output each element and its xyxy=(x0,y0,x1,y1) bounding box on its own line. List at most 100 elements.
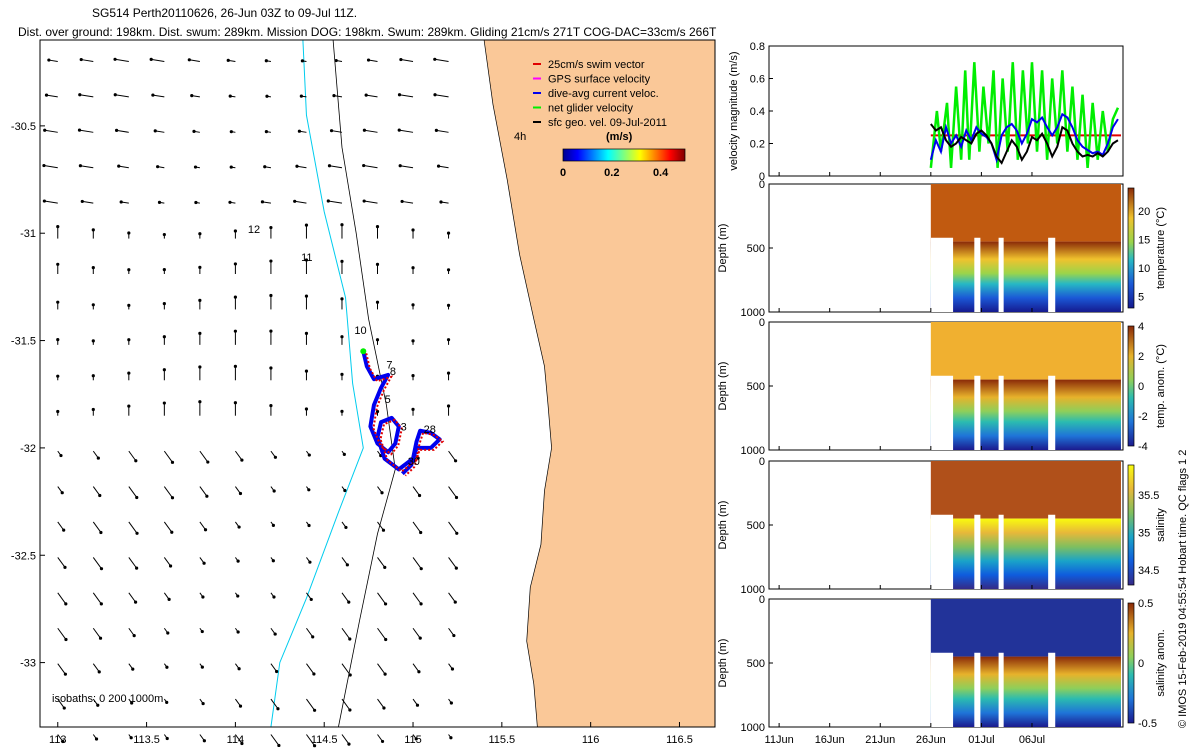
current-arrow-head xyxy=(366,58,371,62)
current-arrow xyxy=(115,94,129,98)
current-arrow-head xyxy=(418,636,422,640)
x-tick-label: 116.5 xyxy=(666,734,693,746)
current-arrow-head xyxy=(91,266,95,270)
current-arrow-head xyxy=(60,491,64,495)
current-arrow xyxy=(234,734,243,744)
current-arrow xyxy=(294,200,307,204)
section-lower-band xyxy=(930,379,1121,450)
current-arrow-head xyxy=(326,199,330,203)
current-arrow xyxy=(79,94,94,98)
current-arrow xyxy=(151,58,165,62)
current-arrow-head xyxy=(309,597,313,602)
current-arrow xyxy=(82,200,94,204)
current-arrow xyxy=(92,592,102,605)
section-colorbar-tick-label: 35.5 xyxy=(1138,490,1159,502)
current-arrow xyxy=(341,663,351,676)
current-arrow xyxy=(128,557,138,569)
section-colorbar-tick-label: 4 xyxy=(1138,321,1144,333)
velocity-series-line xyxy=(929,112,1119,164)
section-colorbar-tick-label: 10 xyxy=(1138,263,1150,275)
current-arrow-head xyxy=(233,364,237,368)
current-arrow-head xyxy=(312,672,316,676)
current-arrow-head xyxy=(113,93,117,97)
current-arrow-head xyxy=(236,559,240,563)
section-colorbar-tick-label: 20 xyxy=(1138,206,1150,218)
current-arrow-head xyxy=(170,496,175,500)
current-arrow-head xyxy=(265,94,269,98)
legend-entry: net glider velocity xyxy=(548,103,633,115)
current-arrow xyxy=(377,521,384,531)
velocity-y-tick-label: 0 xyxy=(759,171,765,183)
current-arrow xyxy=(128,486,138,498)
section-data-gap xyxy=(974,652,981,727)
current-arrow xyxy=(448,521,458,534)
current-arrow-head xyxy=(344,525,348,530)
current-arrow xyxy=(152,94,165,98)
current-arrow-head xyxy=(91,374,95,378)
current-arrow-head xyxy=(419,567,423,571)
current-arrow-head xyxy=(384,637,388,642)
current-arrow xyxy=(57,627,67,640)
current-arrow-head xyxy=(380,739,385,744)
current-arrow-head xyxy=(134,459,138,463)
current-arrow xyxy=(412,627,421,639)
current-arrow-head xyxy=(133,600,138,604)
current-arrow-head xyxy=(398,164,402,168)
current-arrow-head xyxy=(77,128,82,132)
current-arrow-head xyxy=(450,667,455,671)
current-arrow-head xyxy=(348,637,352,641)
current-arrow-head xyxy=(307,488,311,492)
time-tick-label: 21Jun xyxy=(865,734,895,746)
current-arrow xyxy=(199,450,209,463)
current-arrow xyxy=(377,592,386,605)
section-colorbar xyxy=(1127,464,1135,586)
section-upper-band xyxy=(930,322,1121,380)
current-arrow-head xyxy=(340,297,344,301)
section-colorbar-tick-label: 0 xyxy=(1138,658,1144,670)
current-arrow-head xyxy=(272,595,276,599)
current-arrow-head xyxy=(187,58,191,62)
current-arrow-head xyxy=(56,262,60,266)
current-arrow-head xyxy=(98,636,103,640)
current-arrow-head xyxy=(362,128,367,132)
current-arrow xyxy=(331,130,343,133)
current-arrow-head xyxy=(411,303,415,307)
isobath-1000m xyxy=(270,39,364,728)
section-colorbar-tick-label: 2 xyxy=(1138,351,1144,363)
current-arrow-head xyxy=(44,93,49,97)
current-arrow-head xyxy=(307,523,311,528)
current-arrow-head xyxy=(233,262,237,266)
current-arrow xyxy=(377,557,386,568)
current-arrow-head xyxy=(364,93,368,97)
current-arrow-head xyxy=(293,199,297,203)
current-arrow-head xyxy=(62,528,66,532)
map-legend: 25cm/s swim vector GPS surface velocity di… xyxy=(514,59,686,179)
current-arrow-head xyxy=(63,672,67,676)
current-arrow-head xyxy=(190,94,194,98)
marker-4h-label: 4h xyxy=(514,131,526,143)
section-y-tick-label: 0 xyxy=(759,456,765,468)
current-arrow-head xyxy=(56,374,60,378)
current-arrow-head xyxy=(135,495,139,500)
current-arrow xyxy=(128,592,136,603)
current-arrow-head xyxy=(264,59,268,63)
time-tick-label: 16Jun xyxy=(815,734,845,746)
section-colorbar-tick-label: -4 xyxy=(1138,441,1148,453)
current-arrow xyxy=(412,592,422,605)
current-arrow xyxy=(44,200,58,204)
current-arrow xyxy=(399,94,414,98)
current-arrow-head xyxy=(304,258,309,262)
current-arrow xyxy=(434,94,449,98)
section-data-gap xyxy=(998,237,1004,312)
current-arrow xyxy=(306,698,315,711)
current-arrow xyxy=(163,521,173,533)
section-colorbar-label: salinity xyxy=(1155,508,1167,542)
current-arrow xyxy=(118,165,129,169)
section-ylabel: Depth (m) xyxy=(717,501,729,550)
current-arrow-head xyxy=(433,93,437,97)
current-arrow-head xyxy=(382,706,386,710)
current-arrow-head xyxy=(454,495,459,500)
